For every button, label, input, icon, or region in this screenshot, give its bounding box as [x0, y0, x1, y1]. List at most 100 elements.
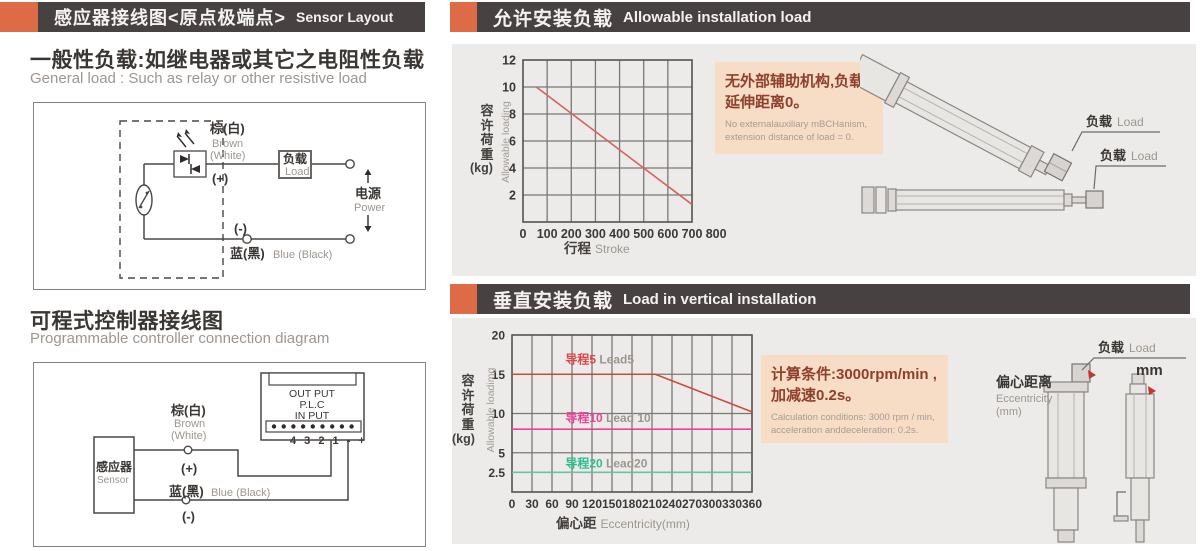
- vertical-actuator-a: [1043, 363, 1096, 543]
- mm-label: mm: [1136, 362, 1163, 379]
- svg-text:12: 12: [502, 54, 516, 68]
- chart2-xlabel-en: Eccentricity(mm): [600, 517, 690, 531]
- svg-text:300: 300: [702, 497, 722, 511]
- load-label-zh: 负载: [283, 151, 307, 166]
- eccentricity-unit-label: (mm): [996, 406, 1022, 418]
- blue-wire-label-en: Blue (Black): [273, 249, 332, 261]
- blue-wire-label-zh: 蓝(黑): [230, 246, 265, 261]
- brown-wire-label-en1: Brown: [212, 138, 243, 150]
- arrow-marker-red: [1148, 386, 1156, 395]
- install-header-zh: 允许安装负载: [493, 8, 614, 30]
- vertical-load-pointer-line: [1081, 357, 1186, 371]
- load1-pointer-line: [1071, 131, 1160, 152]
- load2-label-zh: 负载: [1100, 148, 1126, 163]
- sensor-dashed-boundary: [119, 120, 224, 279]
- chart1-ylabel-en: Allowable loading: [500, 101, 512, 183]
- load1-label-zh: 负载: [1086, 114, 1112, 129]
- plc-inp-label: IN PUT: [295, 410, 330, 422]
- load-label-en: Load: [285, 166, 309, 178]
- vertical-load-label-zh: 负载: [1098, 340, 1124, 355]
- svg-text:270: 270: [682, 497, 702, 511]
- svg-text:导程20 Lead20: 导程20 Lead20: [565, 456, 647, 471]
- svg-text:800: 800: [706, 227, 727, 241]
- load2-label-en: Load: [1131, 149, 1158, 163]
- power-label-zh: 电源: [355, 186, 381, 201]
- brown-wire-label-en2: (White): [210, 150, 245, 162]
- svg-text:30: 30: [525, 497, 539, 511]
- general-load-title-zh: 一般性负载:如继电器或其它之电阻性负载: [30, 49, 425, 72]
- vertical-actuator-illustrations: 负载 Load mm 偏心距离 Eccentricity (mm): [996, 340, 1186, 543]
- header-title-zh: 感应器接线图<原点极端点>: [54, 8, 287, 28]
- vertical-note-en1: Calculation conditions: 3000 rpm / min,: [771, 412, 935, 423]
- plus-label: (+): [212, 171, 228, 186]
- install-note-en2: extension distance of load = 0.: [725, 131, 854, 143]
- inclined-actuator-illustration: [860, 53, 1052, 178]
- wiring-diagram-2-svg: 感应器 Sensor OUT PUT P.L.C IN PUT 4 3 2 1 …: [93, 372, 367, 524]
- minus-terminal-dot: [181, 495, 191, 505]
- chart2-xlabel: 偏心距 Eccentricity(mm): [556, 512, 690, 533]
- vertical-actuator-b: [1113, 373, 1156, 543]
- plc-brown-label-zh: 棕(白): [170, 403, 206, 418]
- load-box: 负载 Load: [278, 150, 312, 179]
- svg-text:200: 200: [561, 227, 582, 241]
- svg-text:60: 60: [545, 497, 559, 511]
- chart1-xlabel-en: Stroke: [595, 242, 630, 256]
- chart1-xlabel-zh: 行程: [564, 241, 591, 256]
- chart2-ylabel-zh: 容许荷重: [461, 373, 475, 432]
- vertical-load-header: 垂直安装负载 Load in vertical installation: [450, 284, 1190, 314]
- sensor-box: 感应器 Sensor: [93, 436, 135, 514]
- sensor-switch-symbol: [135, 184, 153, 216]
- plc-blue-label-en: Blue (Black): [211, 487, 270, 499]
- plc-minus-label: (-): [182, 509, 195, 524]
- vertical-load-label-en: Load: [1129, 341, 1156, 355]
- chart2-ylabel-en: Allowable loadimg: [485, 367, 497, 453]
- svg-text:导程10 Lead 10: 导程10 Lead 10: [565, 410, 651, 425]
- svg-text:240: 240: [662, 497, 682, 511]
- svg-text:10: 10: [492, 407, 506, 421]
- header-accent-square: [450, 2, 477, 32]
- vertical-note-en: Calculation conditions: 3000 rpm / min, …: [771, 412, 938, 437]
- chart1-ylabel-unit: (kg): [470, 161, 493, 175]
- eccentricity-label-en: Eccentricity: [996, 393, 1053, 405]
- plc-blue-label-zh: 蓝(黑): [169, 484, 204, 499]
- plc-name-label: P.L.C: [300, 399, 325, 411]
- sensor-label-zh: 感应器: [96, 459, 133, 474]
- svg-text:360: 360: [742, 497, 762, 511]
- vertical-header-zh: 垂直安装负载: [493, 290, 614, 312]
- load-cube-1: [1043, 152, 1073, 182]
- terminal-numbers-label: 4 3 2 1 - +: [290, 435, 367, 447]
- vertical-note-en2: acceleration anddeceleration: 0.2s.: [771, 424, 919, 436]
- general-load-title-en: General load : Such as relay or other re…: [30, 70, 367, 87]
- install-note-zh2: 延伸距离0。: [725, 94, 809, 111]
- load2-pointer-line: [1093, 165, 1166, 190]
- svg-text:700: 700: [682, 227, 703, 241]
- vertical-note-zh2: 加减速0.2s。: [771, 387, 861, 404]
- header-accent-square: [0, 2, 38, 32]
- horizontal-actuator-illustrations: 负载 Load 负载 Load: [860, 53, 1166, 214]
- svg-text:210: 210: [642, 497, 662, 511]
- svg-text:2: 2: [509, 189, 516, 203]
- chart1-ylabel-zh: 容许荷重: [480, 103, 494, 162]
- vertical-note-zh1: 计算条件:3000rpm/min ,: [771, 366, 937, 383]
- vertical-note-box: 计算条件:3000rpm/min , 加减速0.2s。 Calculation …: [761, 355, 948, 443]
- chart1-xlabel: 行程 Stroke: [564, 237, 630, 258]
- svg-text:2.5: 2.5: [488, 466, 505, 480]
- install-load-header: 允许安装负载 Allowable installation load: [450, 2, 1190, 32]
- brown-wire-label-zh: 棕(白): [209, 121, 245, 136]
- install-note-box: 无外部辅助机构,负载 延伸距离0。 No externalauxiliary m…: [715, 62, 883, 154]
- stroke-load-chart: 0 100 200 300 400 500 600 700 800 2 4 6 8 10 12: [502, 54, 727, 242]
- chart2-xlabel-zh: 偏心距: [556, 516, 597, 531]
- plc-title-zh: 可程式控制器接线图: [30, 310, 224, 333]
- svg-text:5: 5: [498, 446, 505, 460]
- svg-text:导程5 Lead5: 导程5 Lead5: [565, 351, 634, 366]
- header-accent-square: [450, 284, 477, 314]
- eccentricity-load-chart: 0 30 60 90 120 150 180 210 240 270 300 330 360 2.5 5 10…: [488, 329, 762, 512]
- load1-label-en: Load: [1117, 115, 1144, 129]
- plc-title-en: Programmable controller connection diagr…: [30, 330, 330, 347]
- terminal-dots: [271, 424, 354, 429]
- install-header-en: Allowable installation load: [623, 8, 812, 26]
- header-title-en: Sensor Layout: [296, 9, 394, 25]
- sensor-label-en: Sensor: [97, 475, 129, 486]
- eccentricity-label-zh: 偏心距离: [996, 374, 1052, 390]
